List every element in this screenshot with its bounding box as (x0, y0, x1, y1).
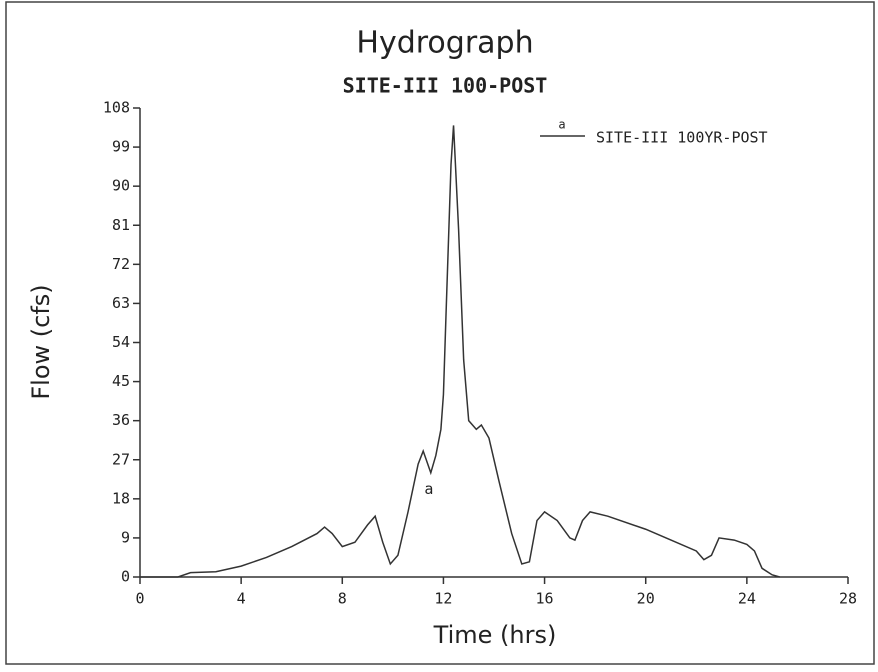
chart-title: Hydrograph (356, 26, 533, 61)
x-tick-label: 28 (839, 590, 857, 608)
x-tick-label: 4 (237, 590, 246, 608)
x-tick-label: 24 (738, 590, 756, 608)
y-tick-label: 9 (121, 528, 130, 546)
x-tick-label: 16 (536, 590, 554, 608)
series-line (140, 125, 780, 578)
y-tick-label: 81 (112, 216, 130, 234)
y-tick-label: 54 (112, 333, 130, 351)
y-tick-label: 36 (112, 411, 130, 429)
x-axis-label: Time (hrs) (433, 621, 557, 649)
y-tick-label: 72 (112, 255, 130, 273)
x-tick-label: 8 (338, 590, 347, 608)
y-tick-label: 18 (112, 489, 130, 507)
y-tick-label: 45 (112, 372, 130, 390)
y-axis-label: Flow (cfs) (27, 284, 55, 399)
legend-label: SITE-III 100YR-POST (596, 129, 768, 147)
chart-subtitle: SITE-III 100-POST (343, 74, 548, 98)
legend-marker: a (558, 118, 565, 132)
frame (5, 1, 875, 665)
x-tick-label: 0 (135, 590, 144, 608)
y-tick-label: 90 (112, 177, 130, 195)
y-tick-label: 0 (121, 568, 130, 586)
x-tick-label: 20 (637, 590, 655, 608)
y-tick-label: 99 (112, 138, 130, 156)
series-marker: a (424, 480, 433, 498)
x-tick-label: 12 (434, 590, 452, 608)
y-tick-label: 108 (103, 99, 130, 117)
y-tick-label: 63 (112, 294, 130, 312)
y-tick-label: 27 (112, 450, 130, 468)
